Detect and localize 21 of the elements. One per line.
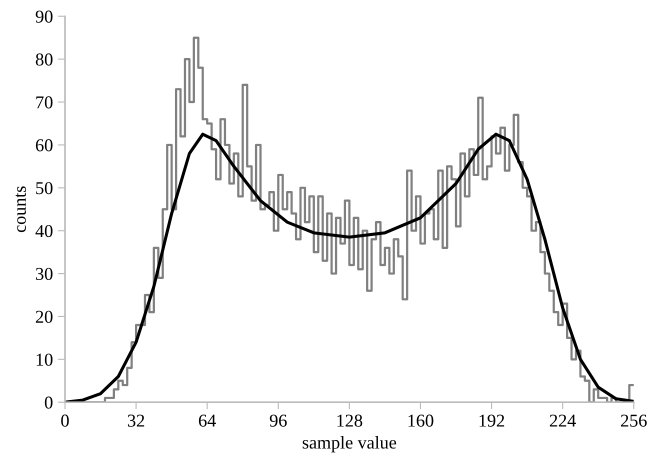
x-tick-label: 160 — [408, 414, 434, 427]
x-axis-title: sample value — [302, 436, 396, 452]
y-tick-label: 0 — [44, 396, 53, 409]
x-tick-label: 256 — [621, 414, 647, 427]
x-tick-label: 128 — [337, 414, 362, 427]
x-tick-label: 64 — [198, 414, 216, 427]
x-tick-label: 192 — [480, 414, 504, 427]
y-tick-label: 70 — [36, 96, 53, 108]
y-tick-label: 40 — [35, 224, 53, 238]
y-tick-label: 50 — [36, 182, 53, 194]
y-tick-label: 90 — [36, 10, 53, 23]
y-axis-title: counts — [16, 186, 26, 232]
x-tick-label: 224 — [550, 414, 576, 427]
y-tick-label: 80 — [36, 53, 53, 66]
y-tick-label: 30 — [36, 268, 53, 280]
y-tick-label: 20 — [36, 310, 53, 323]
x-tick-label: 0 — [61, 414, 69, 427]
y-tick-label: 10 — [36, 354, 53, 366]
x-tick-label: 96 — [270, 414, 287, 427]
y-tick-label: 60 — [36, 139, 53, 152]
x-tick-label: 32 — [128, 414, 144, 427]
